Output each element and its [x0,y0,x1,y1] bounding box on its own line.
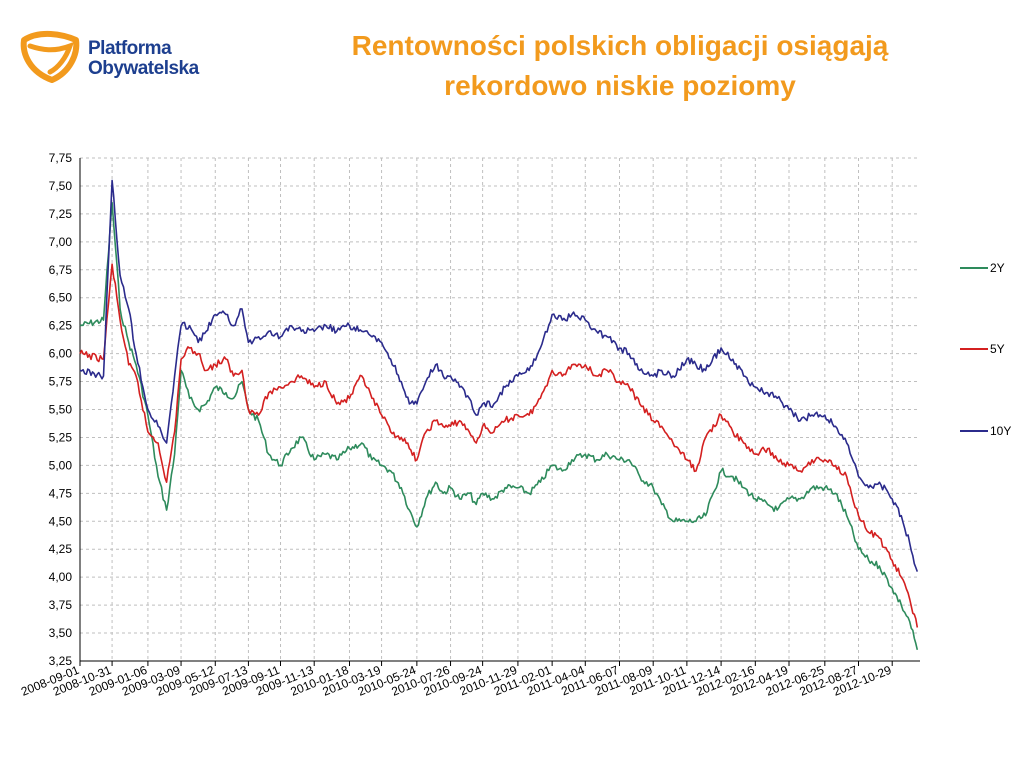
y-tick-label: 7,25 [49,207,73,221]
y-tick-label: 6,00 [49,347,73,361]
y-tick-label: 6,50 [49,291,73,305]
y-tick-label: 7,75 [49,151,73,165]
y-tick-label: 7,50 [49,179,73,193]
y-tick-label: 5,50 [49,403,73,417]
y-tick-label: 3,50 [49,626,73,640]
y-tick-label: 5,00 [49,458,73,472]
logo-line1: Platforma [88,38,172,59]
page-title: Rentowności polskich obligacji osiągają … [270,26,970,106]
series-line-5Y [79,263,919,628]
logo-line2: Obywatelska [88,58,199,79]
logo-mark [20,31,80,83]
platforma-obywatelska-logo [20,31,80,83]
y-tick-label: 3,75 [49,598,73,612]
y-tick-label: 5,25 [49,430,73,444]
y-tick-label: 6,75 [49,263,73,277]
legend-label-5Y: 5Y [990,342,1005,356]
legend-label-10Y: 10Y [990,424,1011,438]
series-line-2Y [79,201,919,650]
logo-text: Platforma Obywatelska [88,39,199,79]
y-tick-label: 6,25 [49,319,73,333]
series-line-10Y [79,179,919,572]
legend-label-2Y: 2Y [990,261,1005,275]
y-tick-label: 4,25 [49,542,73,556]
y-tick-label: 4,75 [49,486,73,500]
y-tick-label: 5,75 [49,375,73,389]
title-line2: rekordowo niskie poziomy [444,70,796,101]
y-tick-label: 4,00 [49,570,73,584]
title-line1: Rentowności polskich obligacji osiągają [351,30,889,61]
y-tick-label: 7,00 [49,235,73,249]
y-tick-label: 4,50 [49,514,73,528]
y-tick-label: 3,25 [49,654,73,668]
